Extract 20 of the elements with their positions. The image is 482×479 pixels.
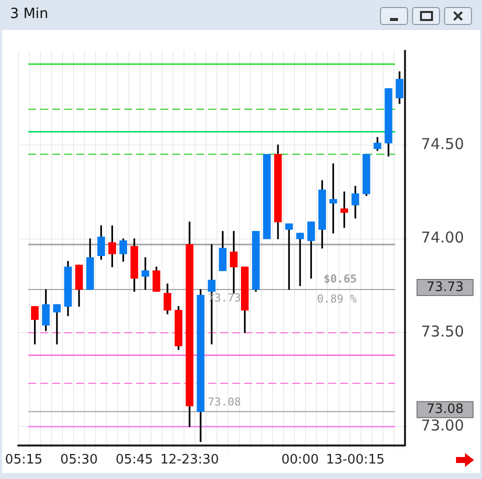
x-tick-label: 05:45 [116,452,154,468]
ref-line-label: 73.08 [426,402,464,417]
x-tick-label: 05:30 [60,452,98,468]
candlestick [53,304,61,344]
candlestick [263,154,271,240]
chart-title: 3 Min [10,6,48,22]
x-tick-label: 13-00:15 [326,452,385,468]
y-tick-label: 73.50 [421,322,464,341]
x-tick-label: 05:15 [5,452,43,468]
y-tick-label: 73.00 [421,416,464,435]
candlestick [296,232,304,286]
annotation: 73.08 [208,395,241,408]
ref-line-label: 73.73 [426,280,464,295]
candlestick [285,223,293,290]
y-tick-label: 74.00 [421,228,464,247]
annotation: 0.89 % [316,292,358,306]
x-tick-label: 12-23:30 [160,452,219,468]
annotation: $0.65 [324,272,357,286]
x-tick-label: 00:00 [281,452,319,468]
y-tick-label: 74.50 [421,134,464,153]
